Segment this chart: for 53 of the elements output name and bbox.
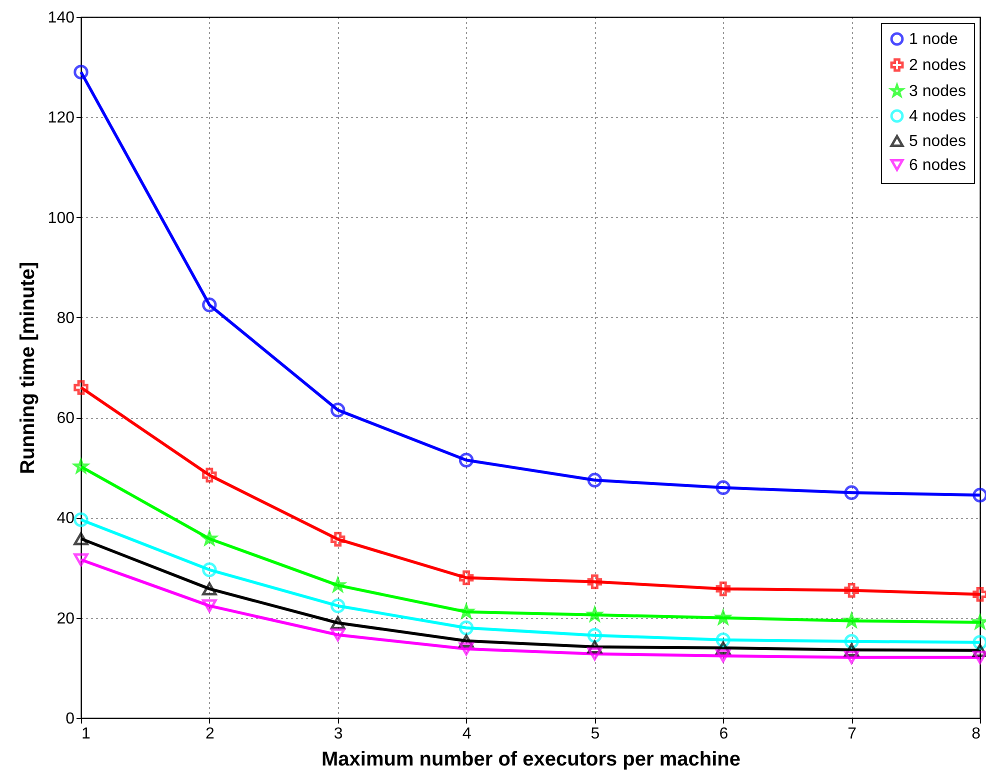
x-tick-label: 5: [590, 726, 600, 742]
point: [458, 620, 474, 636]
point: [202, 582, 217, 596]
x-tick-label: 1: [82, 726, 90, 742]
point: [587, 628, 602, 643]
point: [74, 553, 88, 566]
x-axis-title: Maximum number of executors per machine: [321, 748, 741, 770]
point: [330, 532, 346, 547]
point: [844, 485, 859, 500]
y-tick-label: 60: [56, 410, 75, 428]
y-tick-label: 80: [56, 310, 75, 327]
point: [716, 649, 731, 662]
x-tick-label: 8: [972, 726, 981, 742]
point: [716, 480, 731, 496]
legend-label: 4 nodes: [909, 108, 966, 125]
point: [587, 574, 602, 590]
x-tick-label: 2: [205, 726, 214, 742]
point: [202, 599, 217, 612]
point: [844, 650, 859, 664]
point: [74, 532, 88, 546]
point: [458, 642, 474, 656]
legend-label: 3 nodes: [909, 83, 966, 100]
point: [74, 380, 88, 395]
point: [330, 598, 346, 614]
point: [458, 452, 474, 468]
x-tick-label: 3: [334, 726, 343, 742]
legend-label: 2 nodes: [909, 57, 966, 74]
x-tick-label: 4: [462, 726, 472, 742]
legend-label: 1 node: [909, 31, 958, 48]
point: [74, 64, 88, 80]
point: [716, 581, 731, 596]
point: [330, 616, 346, 630]
point: [202, 562, 217, 578]
y-tick-label: 0: [66, 710, 75, 728]
point: [844, 582, 859, 598]
point: [458, 570, 474, 586]
y-tick-label: 20: [56, 610, 75, 628]
y-tick-label: 140: [48, 10, 75, 26]
point: [202, 298, 217, 312]
point: [587, 647, 602, 660]
x-tick-label: 7: [848, 726, 857, 742]
legend-label: 6 nodes: [909, 157, 966, 174]
point: [330, 402, 346, 418]
point: [202, 468, 217, 483]
legend-label: 5 nodes: [909, 133, 966, 150]
y-tick-label: 100: [48, 210, 75, 227]
y-tick-label: 120: [48, 110, 75, 127]
y-axis-title: Running time [minute]: [16, 262, 39, 474]
x-tick-label: 6: [719, 726, 728, 742]
point: [330, 628, 346, 642]
point: [587, 472, 602, 488]
point: [74, 512, 88, 528]
y-tick-label: 40: [56, 510, 75, 528]
